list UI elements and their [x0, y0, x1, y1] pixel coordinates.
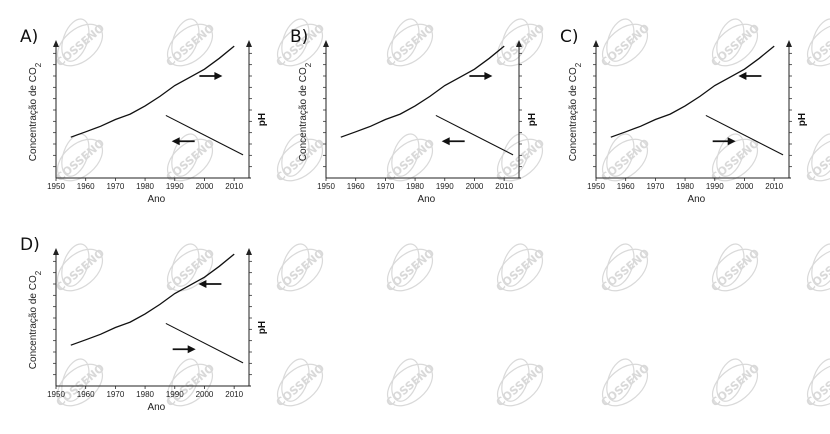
x-tick-label: 1970	[106, 182, 124, 191]
ph-series-line	[435, 114, 514, 156]
chart-panel-1: A) 1950 1960 1970 1980 1990 2000 2010 Ano Concent…	[20, 27, 268, 205]
x-axis-title: Ano	[417, 194, 435, 205]
x-tick-label: 1960	[617, 182, 635, 191]
co2-series-line	[340, 45, 505, 138]
x-tick-label: 2010	[495, 182, 513, 191]
co2-series-line	[70, 45, 235, 138]
option-label: B)	[290, 27, 308, 47]
x-tick-label: 1950	[587, 182, 605, 191]
x-tick-label: 1990	[706, 182, 724, 191]
left-axis-arrowhead	[53, 40, 59, 47]
option-label: C)	[560, 27, 579, 47]
ph-axis-arrow	[712, 137, 736, 146]
x-tick-label: 1950	[47, 390, 65, 399]
y-axis-title-left: Concentração de CO2	[28, 62, 43, 161]
co2-axis-arrow	[198, 280, 222, 288]
option-label: A)	[20, 27, 38, 47]
x-tick-label: 2000	[466, 182, 484, 191]
chart-panel-2: B) 1950 1960 1970 1980 1990 2000 2010 Ano Concent…	[290, 27, 538, 205]
option-label: D)	[20, 235, 40, 255]
y-axis-title-left: Concentração de CO2	[568, 62, 583, 161]
left-axis-arrowhead	[53, 248, 59, 255]
ph-series-line	[165, 322, 244, 364]
co2-series-line	[610, 45, 775, 138]
x-tick-label: 1960	[77, 390, 95, 399]
x-tick-label: 2000	[736, 182, 754, 191]
x-tick-label: 1990	[166, 182, 184, 191]
x-axis-title: Ano	[687, 194, 705, 205]
co2-axis-arrow	[469, 72, 493, 80]
ph-series-line	[705, 114, 784, 156]
x-tick-label: 1960	[77, 182, 95, 191]
ph-axis-arrow	[172, 345, 196, 354]
x-tick-label: 2010	[225, 182, 243, 191]
x-tick-label: 2010	[225, 390, 243, 399]
co2-axis-arrow	[738, 72, 762, 80]
chart-panel-4: D) 1950 1960 1970 1980 1990 2000 2010 Ano Concent…	[20, 235, 268, 413]
ph-axis-arrow	[441, 137, 465, 146]
y-axis-title-right: pH	[257, 113, 268, 126]
ph-series-line	[165, 114, 244, 156]
x-tick-label: 1980	[136, 182, 154, 191]
co2-series-line	[70, 253, 235, 346]
x-axis-title: Ano	[147, 402, 165, 413]
x-tick-label: 2010	[765, 182, 783, 191]
x-tick-label: 1970	[106, 390, 124, 399]
x-tick-label: 1980	[406, 182, 424, 191]
right-axis-arrowhead	[246, 248, 252, 255]
left-axis-arrowhead	[593, 40, 599, 47]
x-tick-label: 1980	[676, 182, 694, 191]
x-tick-label: 1980	[136, 390, 154, 399]
x-axis-title: Ano	[147, 194, 165, 205]
y-axis-title-right: pH	[797, 113, 808, 126]
x-tick-label: 2000	[196, 182, 214, 191]
x-tick-label: 1950	[317, 182, 335, 191]
y-axis-title-left: Concentração de CO2	[28, 270, 43, 369]
x-tick-label: 1970	[646, 182, 664, 191]
x-tick-label: 1960	[347, 182, 365, 191]
y-axis-title-left: Concentração de CO2	[298, 62, 313, 161]
x-tick-label: 2000	[196, 390, 214, 399]
chart-panel-3: C) 1950 1960 1970 1980 1990 2000 2010 Ano Concent…	[560, 27, 808, 205]
y-axis-title-right: pH	[527, 113, 538, 126]
x-tick-label: 1950	[47, 182, 65, 191]
x-tick-label: 1990	[436, 182, 454, 191]
y-axis-title-right: pH	[257, 321, 268, 334]
right-axis-arrowhead	[516, 40, 522, 47]
x-tick-label: 1990	[166, 390, 184, 399]
left-axis-arrowhead	[323, 40, 329, 47]
x-tick-label: 1970	[376, 182, 394, 191]
right-axis-arrowhead	[246, 40, 252, 47]
ph-axis-arrow	[171, 137, 195, 146]
co2-axis-arrow	[199, 72, 223, 80]
right-axis-arrowhead	[786, 40, 792, 47]
